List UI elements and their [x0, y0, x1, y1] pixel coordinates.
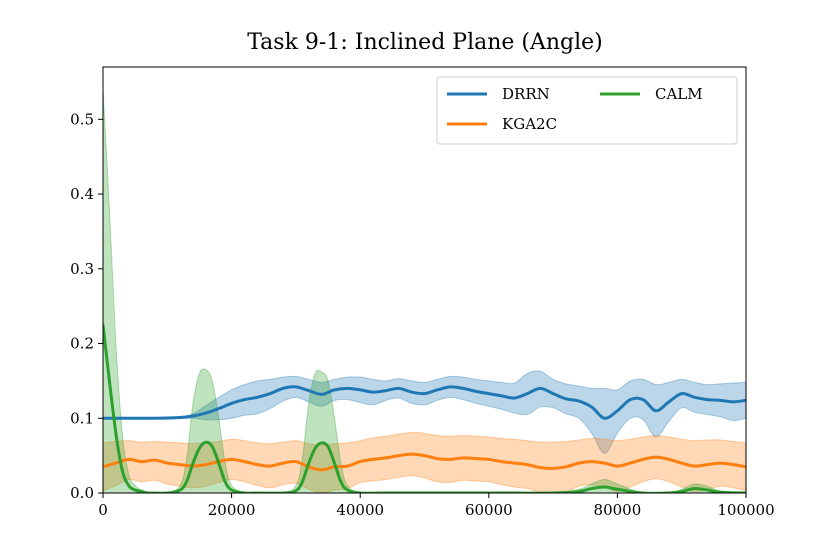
series-lines: [103, 323, 746, 493]
legend-label-calm: CALM: [655, 85, 703, 103]
x-tick-label: 40000: [336, 501, 384, 519]
x-tick-label: 80000: [594, 501, 642, 519]
y-tick-label: 0.4: [70, 185, 94, 203]
x-tick-label: 100000: [717, 501, 774, 519]
y-tick-label: 0.5: [70, 110, 94, 128]
legend-label-kga2c: KGA2C: [502, 115, 557, 133]
line-calm: [103, 323, 746, 493]
plot-frame: [102, 66, 747, 494]
x-tick-label: 60000: [465, 501, 513, 519]
y-tick-label: 0.1: [70, 409, 94, 427]
legend-box: [436, 76, 738, 145]
x-tick-label: 20000: [208, 501, 256, 519]
line-drrn: [103, 385, 746, 420]
y-tick-label: 0.3: [70, 260, 94, 278]
axes: 0 20000 40000 60000 80000 100000 0.0 0.1 0.2 0.3 0…: [70, 66, 775, 519]
chart-title: Task 9-1: Inclined Plane (Angle): [247, 30, 603, 55]
y-tick-label: 0.2: [70, 335, 94, 353]
legend: DRRN KGA2C CALM: [436, 76, 738, 145]
y-tick-label: 0.0: [70, 484, 94, 502]
line-kga2c: [103, 452, 746, 472]
x-tick-label: 0: [98, 501, 108, 519]
legend-label-drrn: DRRN: [502, 85, 550, 103]
band-drrn: [103, 370, 746, 454]
